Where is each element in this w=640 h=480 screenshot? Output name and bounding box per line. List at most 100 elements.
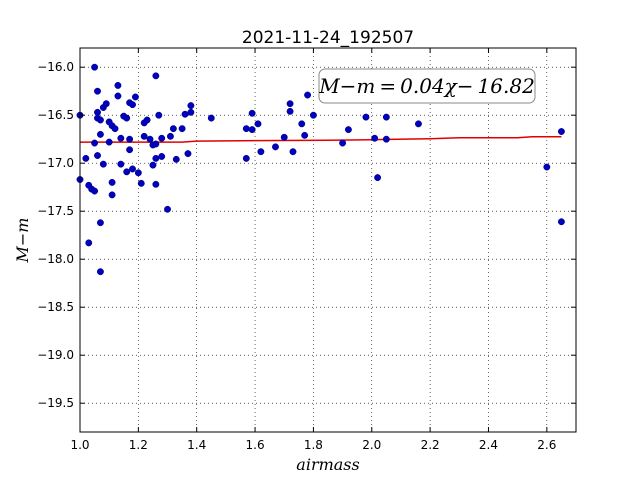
- data-point: [344, 126, 352, 134]
- x-tick-label: 2.0: [362, 438, 381, 452]
- y-tick-label: −17.5: [37, 204, 74, 218]
- data-point: [309, 111, 317, 119]
- data-point: [280, 133, 288, 141]
- data-point: [382, 113, 390, 121]
- x-tick-label: 1.6: [246, 438, 265, 452]
- data-point: [207, 114, 215, 122]
- x-tick-label: 1.4: [187, 438, 206, 452]
- fit-equation-text: M−m = 0.04χ− 16.82: [318, 74, 535, 98]
- fit-equation-box: M−m = 0.04χ− 16.82: [318, 68, 536, 104]
- data-point: [105, 138, 113, 146]
- chart-title: 2021-11-24_192507: [242, 28, 414, 48]
- axis-ticks: 1.0 1.2 1.4 1.6 1.8 2.0 2.2 2.4 2.6 −16.0 −16.5 −17…: [37, 48, 576, 452]
- data-point: [152, 154, 160, 162]
- y-tick-label: −17.0: [37, 156, 74, 170]
- data-point: [178, 125, 186, 133]
- data-point: [102, 100, 110, 108]
- data-point: [371, 134, 379, 142]
- x-tick-label: 2.2: [421, 438, 440, 452]
- data-point: [91, 187, 99, 195]
- data-point: [304, 91, 312, 99]
- data-point: [187, 108, 195, 116]
- data-point: [298, 120, 306, 128]
- data-point: [254, 120, 262, 128]
- data-points-layer: [76, 63, 565, 276]
- data-point: [126, 146, 134, 154]
- data-point: [94, 108, 101, 116]
- data-point: [164, 205, 171, 213]
- data-point: [96, 219, 104, 227]
- y-axis-label: M−m: [13, 218, 32, 264]
- data-point: [140, 132, 148, 140]
- data-point: [123, 114, 131, 122]
- data-point: [96, 268, 104, 276]
- data-point: [158, 134, 166, 142]
- data-point: [94, 87, 101, 95]
- data-point: [152, 72, 160, 80]
- y-tick-label: −19.5: [37, 396, 74, 410]
- data-point: [85, 239, 93, 247]
- fit-equation-frame: [318, 68, 536, 104]
- data-point: [131, 93, 139, 101]
- data-point: [362, 113, 370, 121]
- data-point: [184, 150, 192, 158]
- data-point: [91, 139, 99, 147]
- data-point: [272, 143, 279, 151]
- data-point: [169, 125, 177, 133]
- x-tick-label: 1.0: [70, 438, 89, 452]
- data-point: [414, 120, 422, 128]
- data-point: [108, 178, 116, 186]
- data-point: [248, 109, 256, 117]
- data-point: [155, 111, 163, 119]
- y-tick-label: −19.0: [37, 348, 74, 362]
- data-point: [152, 180, 160, 188]
- data-point: [557, 128, 565, 135]
- data-point: [96, 116, 104, 124]
- data-point: [242, 154, 250, 162]
- data-point: [543, 163, 551, 171]
- data-point: [187, 102, 195, 110]
- data-point: [286, 100, 294, 108]
- data-point: [117, 160, 125, 168]
- data-point: [137, 179, 145, 187]
- data-point: [166, 132, 174, 140]
- y-tick-label: −18.5: [37, 300, 74, 314]
- x-tick-label: 1.8: [304, 438, 323, 452]
- data-point: [126, 135, 134, 143]
- data-point: [146, 135, 154, 143]
- x-tick-label: 1.2: [129, 438, 148, 452]
- data-point: [382, 135, 390, 143]
- y-tick-label: −16.0: [37, 60, 74, 74]
- data-point: [339, 139, 347, 147]
- data-point: [242, 125, 250, 133]
- data-point: [257, 148, 265, 156]
- data-point: [117, 134, 125, 142]
- data-point: [172, 155, 180, 163]
- data-point: [149, 161, 157, 169]
- data-point: [248, 126, 256, 134]
- plot-frame: [79, 47, 577, 433]
- grid-lines: [79, 48, 576, 432]
- data-point: [91, 63, 99, 71]
- data-point: [374, 174, 382, 182]
- data-point: [301, 131, 309, 139]
- x-tick-label: 2.6: [537, 438, 556, 452]
- data-point: [143, 116, 151, 124]
- data-point: [129, 165, 136, 173]
- data-point: [114, 81, 122, 89]
- data-point: [286, 107, 294, 115]
- data-point: [111, 125, 119, 133]
- data-point: [289, 148, 297, 156]
- data-point: [96, 130, 104, 138]
- data-point: [94, 152, 101, 159]
- data-point: [134, 169, 142, 177]
- data-point: [99, 160, 107, 168]
- y-tick-label: −18.0: [37, 252, 74, 266]
- data-point: [129, 101, 136, 109]
- data-point: [123, 168, 131, 176]
- data-point: [158, 153, 166, 160]
- data-point: [152, 140, 160, 148]
- x-tick-label: 2.4: [479, 438, 498, 452]
- data-point: [557, 218, 565, 226]
